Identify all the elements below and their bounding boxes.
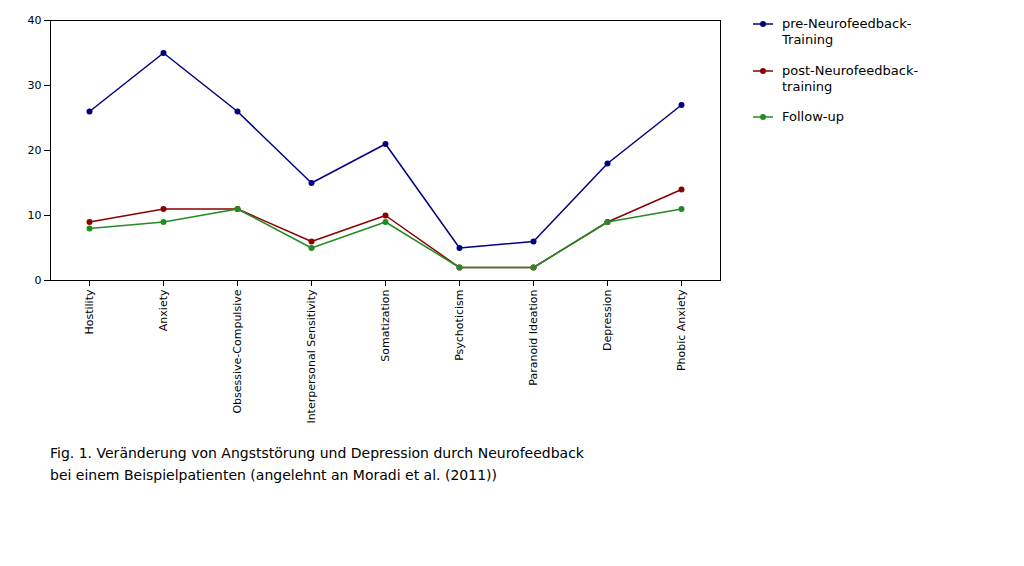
svg-text:Anxiety: Anxiety (157, 289, 170, 331)
html-text:pre-Neurofeedback- Training: pre-Neurofeedback- Training (782, 16, 912, 48)
html-text:Fig. 1. Veränderung von Angsts: Fig. 1. Veränderung von Angststörung und… (50, 445, 584, 484)
svg-text:Psychoticism: Psychoticism (453, 290, 466, 361)
svg-text:30: 30 (28, 79, 42, 92)
svg-text:Somatization: Somatization (379, 289, 392, 361)
svg-text:Phobic Anxiety: Phobic Anxiety (675, 289, 688, 371)
svg-text:20: 20 (28, 144, 42, 157)
svg-text:Hostility: Hostility (83, 289, 96, 335)
html-text:post-Neurofeedback- training: post-Neurofeedback- training (782, 62, 919, 94)
svg-text:Obsessive-Compulsive: Obsessive-Compulsive (231, 289, 244, 413)
svg-text:Paranoid Ideation: Paranoid Ideation (527, 289, 540, 385)
svg-text:10: 10 (28, 209, 42, 222)
svg-text:Depression: Depression (601, 289, 614, 351)
svg-text:0: 0 (35, 274, 42, 287)
svg-text:Interpersonal Sensitivity: Interpersonal Sensitivity (305, 289, 318, 424)
svg-text:40: 40 (28, 14, 42, 27)
html-text:Follow-up: Follow-up (782, 109, 844, 124)
